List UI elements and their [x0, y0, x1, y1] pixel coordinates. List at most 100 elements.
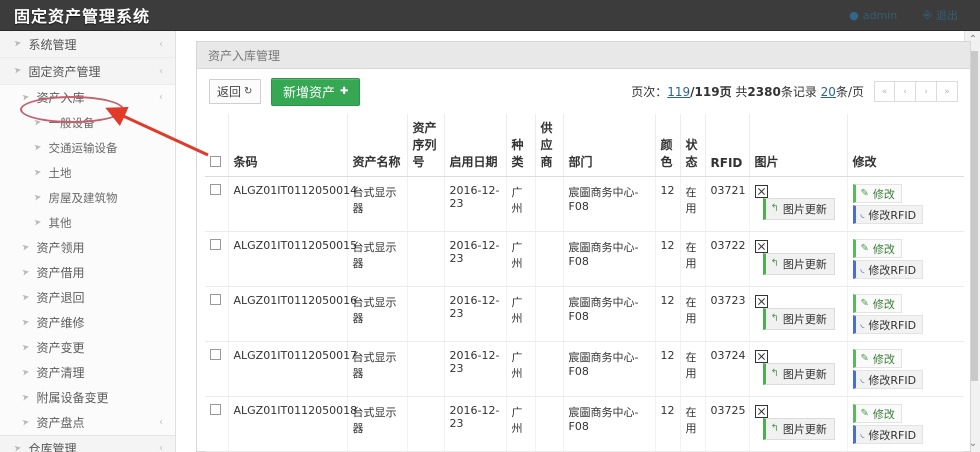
header-kind[interactable]: 种类	[506, 114, 536, 177]
edit-button[interactable]: ✎ 修改	[852, 294, 902, 313]
nav-arrow-icon: ➤	[21, 341, 31, 354]
scrollbar-thumb[interactable]	[968, 51, 978, 381]
sidebar-item-0[interactable]: ➤ 系统管理 ‹	[0, 31, 175, 58]
header-supplier[interactable]: 供应商	[535, 114, 564, 177]
chevron-left-icon[interactable]: ‹	[159, 417, 163, 428]
main-content: 资产入库管理 返回 ↻ 新增资产 ✚ 页次：119/119页 共2380条记录 …	[196, 41, 971, 452]
edit-button[interactable]: ✎ 修改	[852, 404, 902, 423]
sidebar-item-6[interactable]: ➤ 房屋及建筑物	[0, 185, 175, 210]
sidebar-item-8[interactable]: ➤ 资产领用	[0, 235, 175, 260]
sidebar-item-2[interactable]: ➤ 资产入库 ‹	[0, 85, 175, 110]
scroll-up-icon[interactable]: ⌃	[968, 34, 978, 45]
sidebar-item-9[interactable]: ➤ 资产借用	[0, 260, 175, 285]
edit-rfid-button[interactable]: ◟ 修改RFID	[852, 315, 924, 334]
header-dept[interactable]: 部门	[563, 114, 656, 177]
header-serial[interactable]: 资产序列号	[407, 114, 445, 177]
edit-rfid-label: 修改RFID	[868, 263, 917, 277]
cell-name: 台式显示器	[347, 396, 408, 452]
sidebar-item-16[interactable]: ➤ 仓库管理 ‹	[0, 435, 175, 452]
logout-button[interactable]: ⎆ 退出	[923, 7, 958, 23]
first-page-button[interactable]: «	[874, 81, 895, 102]
pagination-buttons[interactable]: «‹ ›»	[874, 81, 958, 102]
sidebar-item-3[interactable]: ➤ 一般设备	[0, 110, 175, 135]
header-edit[interactable]: 修改	[847, 114, 964, 177]
sidebar-item-10[interactable]: ➤ 资产退回	[0, 285, 175, 310]
pager-total-records: 2380	[747, 85, 781, 99]
chevron-left-icon[interactable]: ‹	[159, 443, 163, 452]
header-code[interactable]: 条码	[228, 114, 348, 177]
cell-name: 台式显示器	[347, 176, 408, 232]
row-checkbox[interactable]	[210, 294, 221, 305]
edit-rfid-button[interactable]: ◟ 修改RFID	[852, 425, 924, 444]
scroll-down-icon[interactable]: ⌄	[968, 438, 978, 449]
sidebar-item-13[interactable]: ➤ 资产清理	[0, 360, 175, 385]
prev-page-button[interactable]: ‹	[895, 81, 916, 102]
cell-edit: ✎ 修改 ◟ 修改RFID	[847, 396, 964, 452]
sidebar-nav[interactable]: ➤ 系统管理 ‹ ➤ 固定资产管理 ‹ ➤ 资产入库 ‹ ➤ 一般设备 ➤ 交通运输设备 ➤ 土地 ➤ 房屋及建…	[0, 31, 175, 452]
cell-serial	[407, 396, 445, 452]
row-checkbox-cell[interactable]	[205, 176, 229, 232]
cell-picture: ↰ 图片更新	[749, 286, 848, 342]
header-status[interactable]: 状态	[680, 114, 706, 177]
chevron-left-icon[interactable]: ‹	[159, 92, 163, 103]
select-all-checkbox[interactable]	[210, 156, 221, 167]
row-checkbox[interactable]	[210, 349, 221, 360]
edit-rfid-button[interactable]: ◟ 修改RFID	[852, 370, 924, 389]
add-asset-label: 新增资产	[283, 86, 336, 101]
current-user[interactable]: ● admin	[849, 9, 897, 22]
table-row[interactable]: ALGZ01IT0112050018 台式显示器 2016-12-23 广州 宸圖商务中…	[205, 396, 964, 452]
edit-rfid-button[interactable]: ◟ 修改RFID	[852, 205, 924, 224]
cell-status: 在用	[680, 396, 706, 452]
picture-update-button[interactable]: ↰ 图片更新	[762, 417, 835, 440]
sidebar-item-14[interactable]: ➤ 附属设备变更	[0, 385, 175, 410]
header-rfid[interactable]: RFID	[705, 114, 750, 177]
nav-arrow-icon: ➤	[33, 166, 43, 179]
header-select-all[interactable]	[205, 114, 229, 177]
row-checkbox[interactable]	[210, 184, 221, 195]
sidebar-item-15[interactable]: ➤ 资产盘点 ‹	[0, 410, 175, 435]
table-header: 条码 资产名称 资产序列号 启用日期 种类 供应商 部门 颜色 状态 RFID …	[205, 114, 964, 177]
row-edit-actions: ✎ 修改 ◟ 修改RFID	[852, 294, 960, 334]
back-button[interactable]: 返回 ↻	[209, 79, 261, 104]
sidebar-item-7[interactable]: ➤ 其他	[0, 210, 175, 235]
sidebar[interactable]: ➤ 系统管理 ‹ ➤ 固定资产管理 ‹ ➤ 资产入库 ‹ ➤ 一般设备 ➤ 交通运输设备 ➤ 土地 ➤ 房屋及建…	[0, 31, 176, 452]
table-row[interactable]: ALGZ01IT0112050015 台式显示器 2016-12-23 广州 宸圖商务中…	[205, 231, 964, 287]
table-row[interactable]: ALGZ01IT0112050014 台式显示器 2016-12-23 广州 宸圖商务中…	[205, 176, 964, 232]
header-name[interactable]: 资产名称	[347, 114, 408, 177]
row-checkbox-cell[interactable]	[205, 396, 229, 452]
row-checkbox[interactable]	[210, 239, 221, 250]
pager-page-size[interactable]: 20	[820, 85, 836, 99]
table-row[interactable]: ALGZ01IT0112050016 台式显示器 2016-12-23 广州 宸圖商务中…	[205, 286, 964, 342]
picture-update-button[interactable]: ↰ 图片更新	[762, 307, 835, 330]
row-checkbox[interactable]	[210, 404, 221, 415]
row-checkbox-cell[interactable]	[205, 286, 229, 342]
edit-button[interactable]: ✎ 修改	[852, 184, 902, 203]
picture-update-button[interactable]: ↰ 图片更新	[762, 252, 835, 275]
next-page-button[interactable]: ›	[916, 81, 937, 102]
edit-button[interactable]: ✎ 修改	[852, 349, 902, 368]
sidebar-item-1[interactable]: ➤ 固定资产管理 ‹	[0, 58, 175, 85]
picture-update-button[interactable]: ↰ 图片更新	[762, 362, 835, 385]
header-start-date[interactable]: 启用日期	[444, 114, 507, 177]
edit-button[interactable]: ✎ 修改	[852, 239, 902, 258]
table-row[interactable]: ALGZ01IT0112050017 台式显示器 2016-12-23 广州 宸圖商务中…	[205, 341, 964, 397]
sidebar-item-12[interactable]: ➤ 资产变更	[0, 335, 175, 360]
nav-arrow-icon: ➤	[13, 442, 23, 452]
sidebar-item-label: 资产退回	[36, 291, 85, 305]
edit-rfid-button[interactable]: ◟ 修改RFID	[852, 260, 924, 279]
last-page-button[interactable]: »	[937, 81, 958, 102]
add-asset-button[interactable]: 新增资产 ✚	[271, 77, 361, 106]
sidebar-item-4[interactable]: ➤ 交通运输设备	[0, 135, 175, 160]
row-checkbox-cell[interactable]	[205, 231, 229, 287]
chevron-left-icon[interactable]: ‹	[159, 65, 163, 77]
row-checkbox-cell[interactable]	[205, 341, 229, 397]
sidebar-item-11[interactable]: ➤ 资产维修	[0, 310, 175, 335]
picture-update-button[interactable]: ↰ 图片更新	[762, 197, 835, 220]
pager-current-page[interactable]: 119	[667, 85, 691, 99]
chevron-left-icon[interactable]: ‹	[159, 38, 163, 50]
nav-arrow-icon: ➤	[21, 266, 31, 279]
header-actions: ● admin ⎆ 退出	[849, 7, 980, 23]
sidebar-item-5[interactable]: ➤ 土地	[0, 160, 175, 185]
header-picture[interactable]: 图片	[749, 114, 848, 177]
header-color[interactable]: 颜色	[655, 114, 681, 177]
